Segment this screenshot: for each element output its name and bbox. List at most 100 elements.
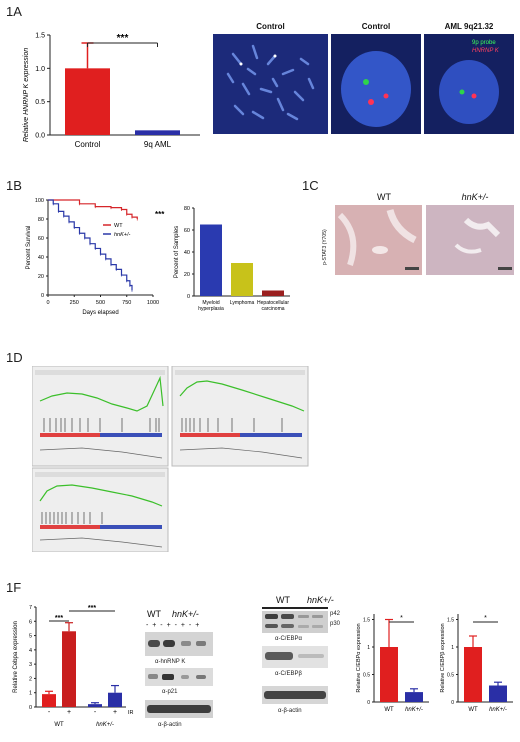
legend-label-0: WT	[114, 223, 123, 229]
y-tick-label: 40	[38, 255, 44, 261]
x-tick-label: carcinoma	[261, 306, 284, 312]
panel-label-1b: 1B	[6, 178, 22, 193]
x-tick-label: WT	[468, 707, 478, 713]
histology-texture-hnk	[454, 217, 512, 270]
blot1-group-hnk: hnK+/-	[172, 609, 199, 619]
series-line-0	[48, 199, 138, 219]
bar-0	[464, 647, 482, 702]
histology-texture-wt	[337, 209, 419, 270]
y-axis-label: Percent of Samples	[174, 226, 180, 278]
histology-image-wt	[335, 205, 422, 275]
blot1-band-p21-shapes	[148, 674, 206, 680]
x-tick-label: hnK+/-	[489, 707, 507, 713]
blot1-band-actin-shapes	[147, 705, 211, 713]
blot2-band-cebpb-shapes	[265, 652, 324, 660]
bar-1	[62, 631, 76, 707]
y-tick-label: 80	[38, 217, 44, 223]
histology-title-hnk: hnK+/-	[461, 192, 489, 202]
blot2-label-actin: α-β-actin	[278, 708, 302, 714]
y-tick-label: 7	[29, 605, 32, 611]
y-tick-label: 20	[184, 272, 190, 278]
x-tick-label: Lymphoma	[230, 300, 255, 306]
bar-0	[380, 647, 398, 702]
chart-1b-tumors-plot: 0 20 40 60 80 Percent of Samples Myeloidhyperp…	[174, 206, 290, 312]
blot2-band-cebpa-shapes	[265, 614, 323, 628]
probe-legend-9p: 9p probe	[472, 40, 496, 46]
bar-2	[88, 704, 102, 707]
significance-label-1: ***	[55, 615, 63, 622]
treatment-label: -	[48, 709, 51, 716]
y-tick-label: 4	[29, 648, 32, 654]
bar-1	[231, 263, 253, 296]
y-tick-label: 60	[38, 236, 44, 242]
histology-image-hnk	[426, 205, 514, 275]
significance-label: *	[400, 615, 403, 622]
y-axis-label: Relative C/EBPα expression	[356, 623, 362, 692]
treatment-label: -	[94, 709, 97, 716]
bar-0	[42, 694, 56, 707]
chart-1a-plot: 0.0 0.5 1.0 1.5 Control 9q AML ***	[35, 33, 200, 149]
bar-1	[135, 130, 180, 135]
bar-1	[405, 692, 423, 702]
x-tick-label: hnK+/-	[405, 707, 423, 713]
blot2-group-hnk: hnK+/-	[307, 595, 334, 605]
legend-label-1: hnK+/-	[114, 232, 131, 238]
x-tick-label: hyperplasia	[198, 306, 224, 312]
x-tick-label: WT	[384, 707, 394, 713]
bar-2	[262, 290, 284, 296]
panel-label-1d: 1D	[6, 350, 23, 365]
y-tick-label: 1	[29, 691, 32, 697]
nucleus-aml	[439, 60, 499, 124]
significance-label: ***	[117, 33, 129, 44]
blot2-band-p30: p30	[330, 621, 341, 627]
y-tick-label: 0	[451, 700, 454, 706]
bar-3	[108, 692, 122, 707]
x-tick-label: Control	[75, 140, 101, 149]
x-tick-label: 250	[70, 300, 79, 306]
blot2-band-actin	[262, 686, 328, 704]
y-tick-label: 1	[367, 645, 370, 651]
fish-image-aml-nucleus: 9p probe HNRNP K	[424, 34, 514, 134]
group-label-hnk: hnK+/-	[96, 722, 114, 728]
panel-label-1a: 1A	[6, 4, 22, 19]
fish-label-3: AML 9q21.32	[444, 22, 494, 31]
blot1-lanes: - + - + - + - +	[146, 622, 201, 629]
nucleus-control	[341, 51, 411, 127]
chart-1f-qpcr-plot: 0 1 2 3 4 5 6 7 Relative Cebpa expression - + - + IR W…	[13, 605, 134, 728]
bar-0	[200, 224, 222, 296]
blot1-label-p21: α-p21	[162, 689, 178, 695]
y-tick-label: 80	[184, 206, 190, 212]
blot2-label-cebpb: α-C/EBPβ	[275, 671, 302, 677]
y-tick-label: 3	[29, 662, 32, 668]
treatment-label: +	[67, 709, 71, 716]
chart-1a-ylabel: Relative HNRNP K expression	[23, 48, 30, 142]
x-tick-label: Myeloid	[202, 300, 219, 306]
x-axis-label: Days elapsed	[82, 310, 118, 316]
y-tick-label: 60	[184, 228, 190, 234]
gsea-plots	[31, 365, 309, 553]
y-tick-label: 20	[38, 274, 44, 280]
y-tick-label: 5	[29, 634, 32, 640]
chromosome-spread	[226, 44, 315, 121]
y-tick-label: 2	[29, 676, 32, 682]
x-tick-label: 1000	[147, 300, 159, 306]
blot2-band-p42: p42	[330, 611, 341, 617]
probe-legend-hnrnpk: HNRNP K	[472, 48, 499, 54]
significance-label: *	[484, 615, 487, 622]
y-tick-label: 1.5	[35, 33, 45, 40]
y-tick-label: 0	[29, 705, 32, 711]
blot1-label-hnrnpk: α-hnRNP K	[155, 659, 186, 665]
y-tick-label: 1.0	[35, 66, 45, 73]
blot1-band-hnrnpk-shapes	[148, 640, 206, 647]
x-tick-label: 0	[46, 300, 49, 306]
significance-label: ***	[155, 210, 165, 219]
panel-label-1c: 1C	[302, 178, 319, 193]
x-tick-label: Hepatocellular	[257, 300, 289, 306]
blot2-divider	[262, 607, 328, 609]
bar-0	[65, 68, 110, 135]
y-tick-label: 40	[184, 250, 190, 256]
x-tick-label: 500	[96, 300, 105, 306]
chart-1a: Relative HNRNP K expression 0.0 0.5 1.0 1.5…	[23, 33, 200, 149]
ir-label: IR	[128, 710, 134, 716]
